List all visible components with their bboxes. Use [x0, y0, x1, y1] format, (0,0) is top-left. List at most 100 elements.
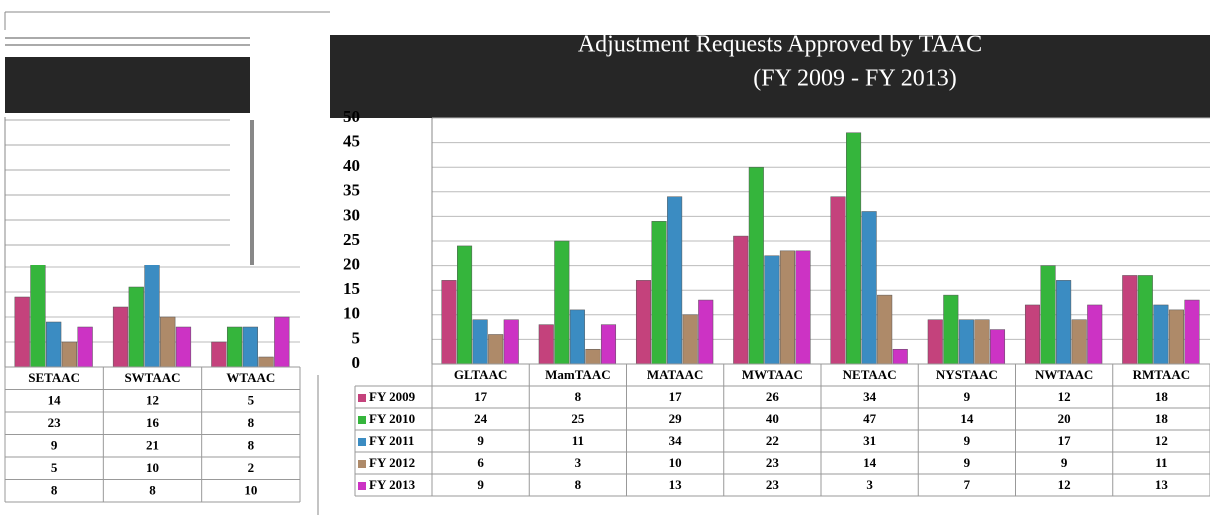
- table-value: 12: [1058, 477, 1071, 492]
- table-value: 13: [669, 477, 683, 492]
- chart-title: Adjustment Requests Approved by TAAC: [578, 32, 982, 58]
- table-value: 8: [575, 477, 582, 492]
- legend-key: [358, 438, 366, 446]
- bar: [14, 296, 30, 368]
- table-value: 3: [866, 477, 873, 492]
- bar: [258, 356, 274, 368]
- table-value: 20: [1058, 411, 1071, 426]
- table-value: 40: [766, 411, 779, 426]
- bar: [795, 250, 811, 365]
- y-tick-label: 30: [343, 205, 360, 224]
- table-value: 8: [248, 415, 255, 430]
- table-value: 22: [766, 433, 779, 448]
- category-label: GLTAAC: [454, 367, 507, 382]
- table-value: 31: [863, 433, 876, 448]
- divider: [250, 120, 254, 265]
- table-value: 9: [1061, 455, 1068, 470]
- table-value: 8: [149, 483, 156, 498]
- y-tick-label: 35: [343, 181, 360, 200]
- chart-subtitle: (FY 2009 - FY 2013): [753, 66, 957, 92]
- legend-label: FY 2011: [369, 433, 414, 448]
- legend-key: [358, 394, 366, 402]
- bar: [1153, 304, 1169, 365]
- legend-label: FY 2013: [369, 477, 416, 492]
- bar: [927, 319, 943, 365]
- y-tick-label: 0: [352, 353, 361, 372]
- category-label: NWTAAC: [1035, 367, 1093, 382]
- bar: [144, 265, 160, 368]
- table-value: 8: [575, 389, 582, 404]
- y-tick-label: 40: [343, 156, 360, 175]
- legend-label: FY 2010: [369, 411, 415, 426]
- table-value: 23: [766, 455, 780, 470]
- bar: [764, 255, 780, 365]
- bar: [861, 211, 877, 365]
- table-value: 12: [1058, 389, 1071, 404]
- y-tick-label: 50: [343, 107, 360, 126]
- bar: [585, 348, 601, 365]
- legend-key: [358, 416, 366, 424]
- bar: [77, 326, 93, 368]
- bar: [226, 326, 243, 368]
- table-value: 14: [863, 455, 877, 470]
- table-value: 26: [766, 389, 780, 404]
- table-value: 13: [1155, 477, 1169, 492]
- table-value: 34: [863, 389, 877, 404]
- bar: [779, 250, 795, 365]
- plot: [432, 117, 1210, 365]
- table-value: 5: [51, 460, 58, 475]
- category-label: RMTAAC: [1133, 367, 1191, 382]
- bar: [488, 334, 504, 365]
- table-value: 8: [248, 438, 255, 453]
- legend-key: [358, 460, 366, 468]
- legend-label: FY 2012: [369, 455, 415, 470]
- bar: [682, 314, 698, 365]
- bar: [569, 309, 585, 365]
- bar: [733, 235, 749, 365]
- legend-key: [358, 482, 366, 490]
- bar: [1137, 275, 1153, 365]
- bar: [1040, 265, 1056, 365]
- category-label: SWTAAC: [124, 370, 180, 385]
- bar: [958, 319, 974, 365]
- bar: [538, 324, 554, 365]
- y-tick-label: 20: [343, 255, 360, 274]
- bar: [830, 196, 846, 365]
- y-tick-label: 5: [352, 328, 361, 347]
- category-label: WTAAC: [226, 370, 275, 385]
- table-value: 9: [964, 389, 971, 404]
- bar: [748, 166, 764, 365]
- left-chart: SETAAC SWTAAC WTAAC 14 12 5 23 16 8 9 21 8 5 10 2 8 8 10: [4, 117, 301, 503]
- category-label: NYSTAAC: [936, 367, 998, 382]
- bar: [274, 316, 290, 368]
- category-label: SETAAC: [28, 370, 80, 385]
- table-value: 14: [48, 393, 62, 408]
- table-value: 25: [571, 411, 585, 426]
- category-label: MWTAAC: [742, 367, 803, 382]
- table-value: 23: [48, 415, 62, 430]
- bar: [1071, 319, 1087, 365]
- bar: [1184, 299, 1200, 365]
- y-tick-label: 25: [343, 230, 360, 249]
- table-value: 17: [669, 389, 683, 404]
- table-value: 11: [572, 433, 584, 448]
- bar: [877, 294, 893, 365]
- bar: [635, 280, 652, 365]
- bar: [974, 319, 990, 365]
- bar: [667, 196, 683, 365]
- bar: [1122, 275, 1138, 365]
- bar: [1024, 304, 1041, 365]
- bar: [503, 319, 519, 365]
- table-value: 11: [1155, 455, 1167, 470]
- table-value: 29: [669, 411, 683, 426]
- title-band: [330, 35, 1210, 118]
- table-value: 47: [863, 411, 877, 426]
- y-tick-label: 15: [343, 279, 360, 298]
- bar: [1056, 280, 1072, 365]
- bar: [30, 265, 46, 368]
- table-value: 5: [248, 393, 255, 408]
- table-value: 2: [248, 460, 255, 475]
- bar: [128, 286, 144, 368]
- table-value: 8: [51, 483, 58, 498]
- y-tick-label: 45: [343, 132, 360, 151]
